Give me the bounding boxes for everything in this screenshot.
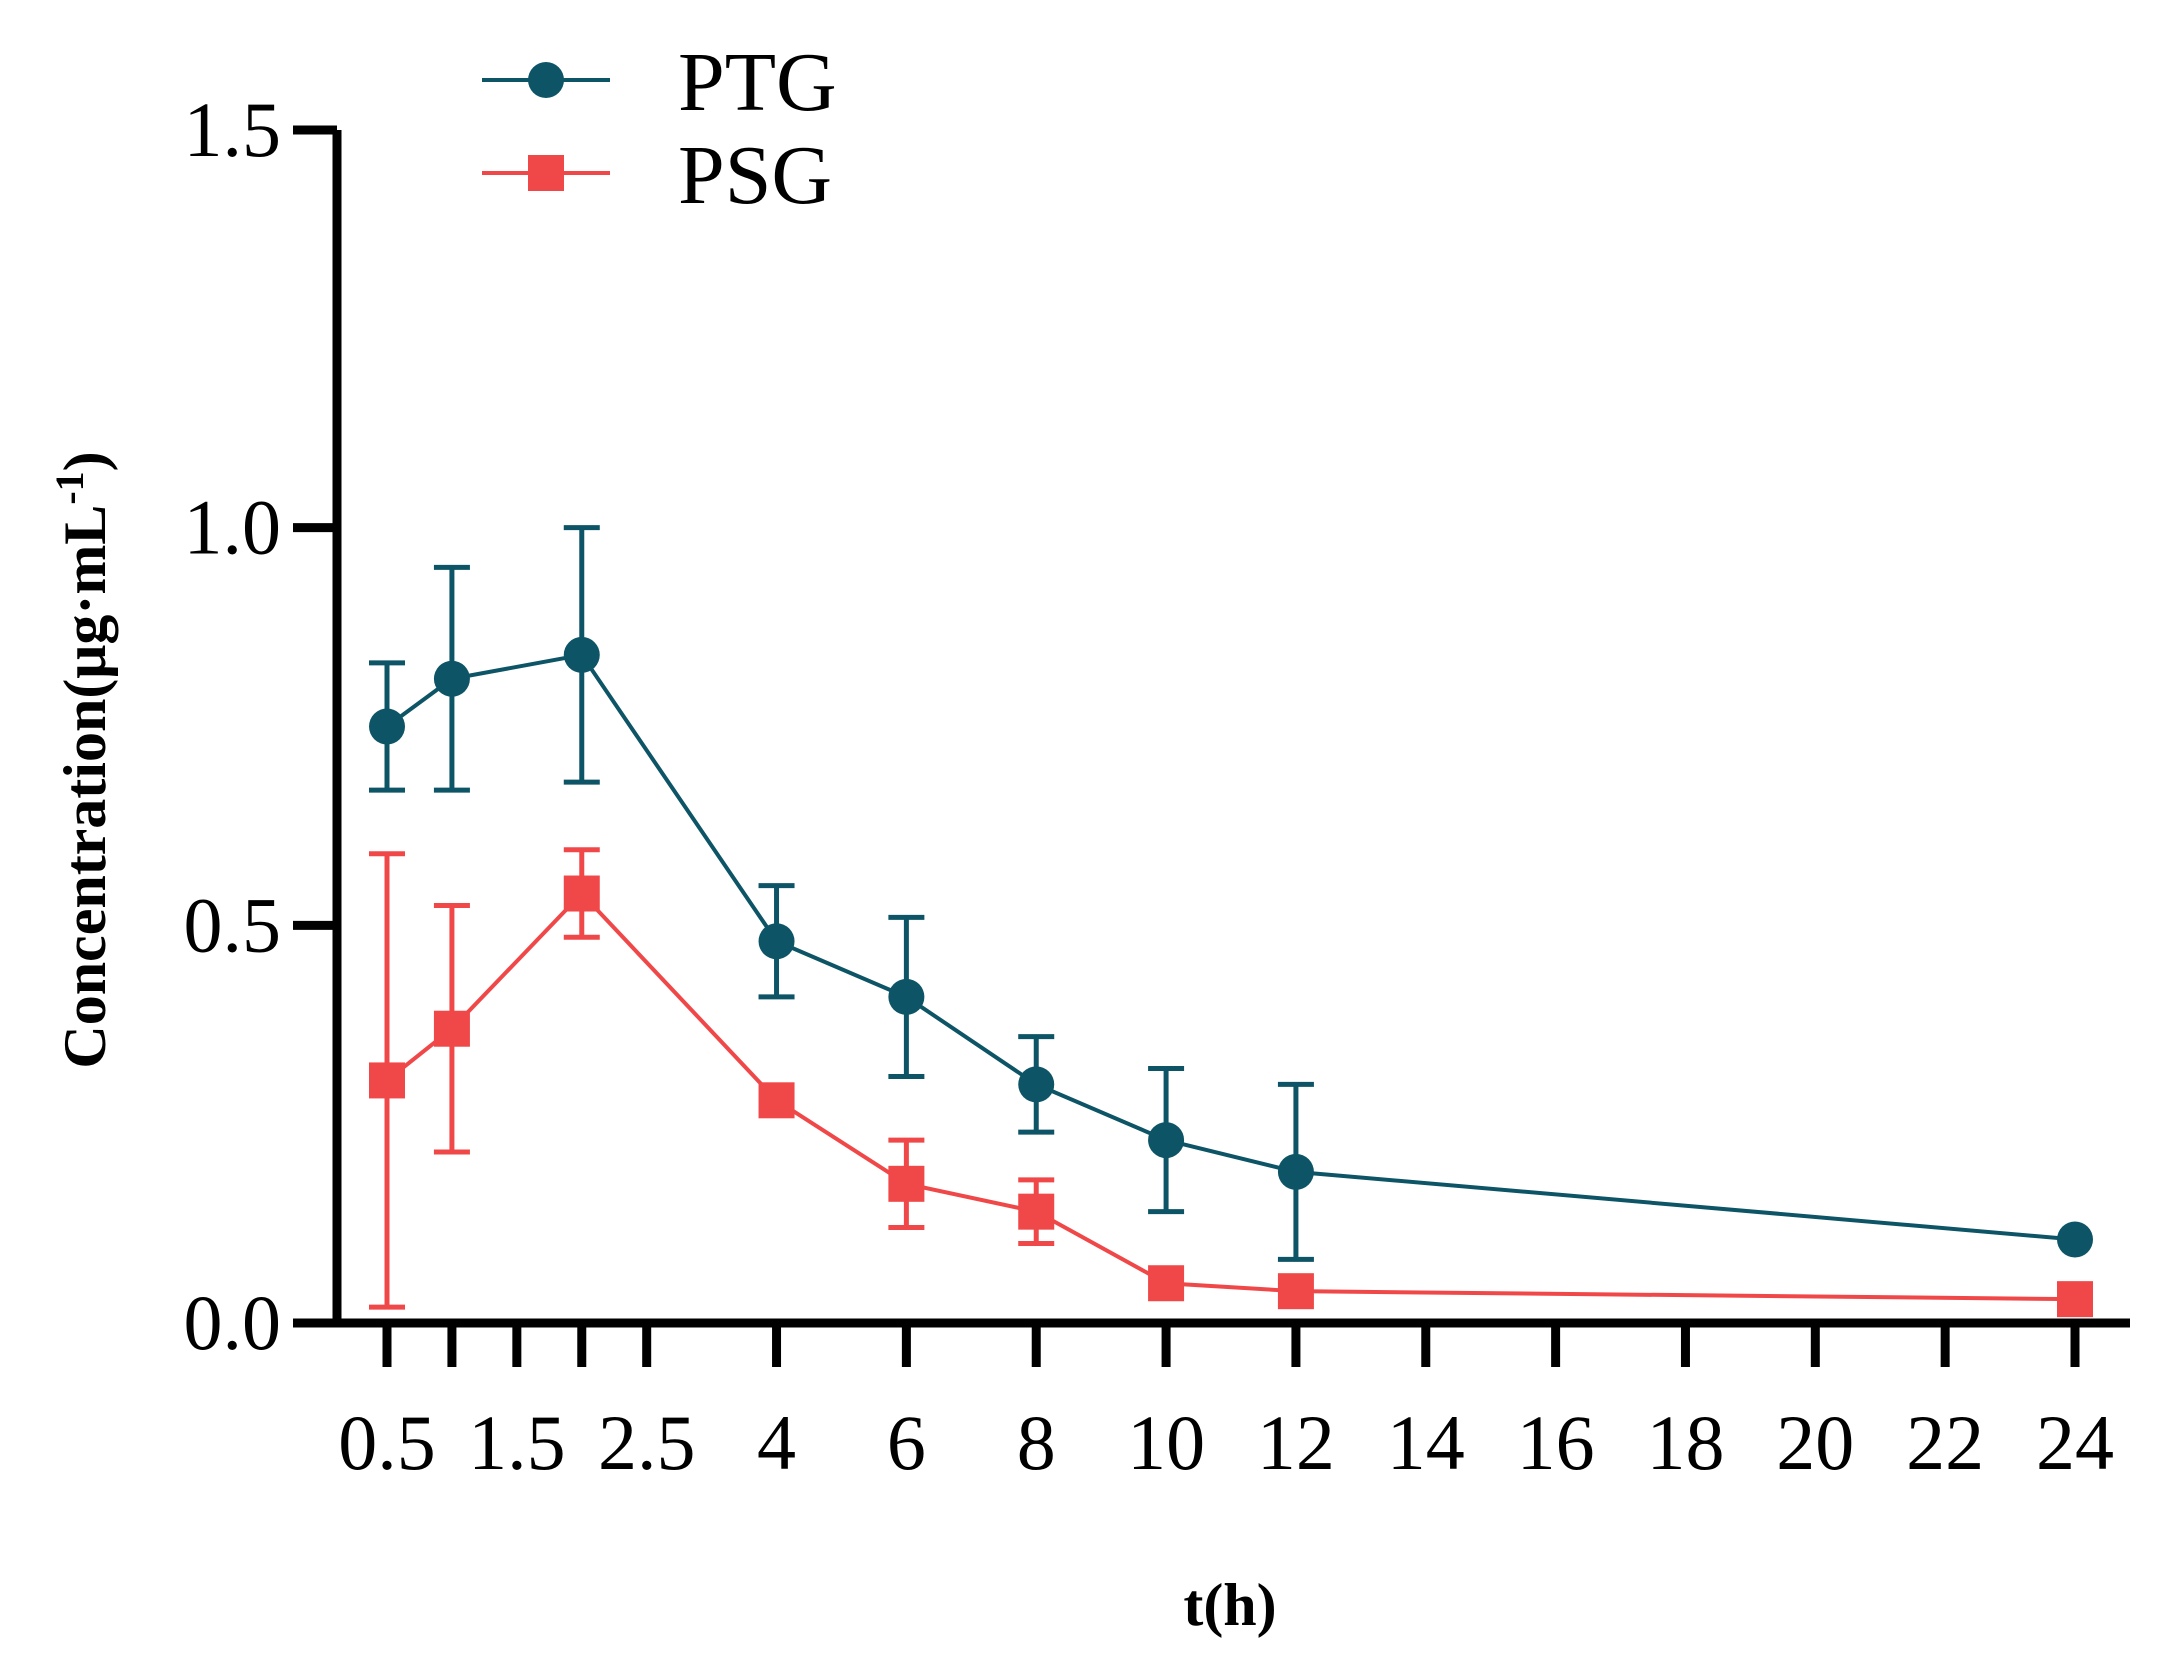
y-axis-title-main: Concentration(μg·mL: [52, 505, 118, 1069]
x-tick-label: 1.5: [468, 1399, 566, 1486]
data-point-psg: [433, 1010, 470, 1047]
data-point-ptg: [2057, 1221, 2093, 1258]
data-point-psg: [369, 1062, 405, 1099]
data-point-psg: [758, 1082, 795, 1119]
data-point-psg: [888, 1165, 925, 1202]
y-axis-title-close: ): [52, 451, 118, 471]
axes: 0.0 0.5 1.0 1.5 0.5 1.5 2.5 4 6 8 10 12 14 16 18 20 22 24: [184, 86, 2130, 1486]
x-tick-label: 8: [1017, 1399, 1056, 1486]
series-layer: [369, 525, 2093, 1318]
x-tick-label: 16: [1517, 1399, 1595, 1486]
data-point-psg: [563, 875, 600, 912]
y-axis-title-group: Concentration(μg·mL-1): [47, 451, 119, 1068]
y-tick-label: 0.5: [184, 881, 282, 968]
x-tick-label: 6: [887, 1399, 926, 1486]
x-tick-label: 22: [1906, 1399, 1984, 1486]
y-tick-label: 0.0: [184, 1279, 282, 1366]
data-point-ptg: [1277, 1153, 1314, 1190]
x-axis-title: t(h): [1183, 1572, 1276, 1638]
x-tick-label: 0.5: [338, 1399, 436, 1486]
y-tick-label: 1.0: [184, 484, 282, 571]
x-tick-label: 4: [757, 1399, 796, 1486]
data-point-ptg: [888, 978, 925, 1015]
x-tick-label: 10: [1127, 1399, 1205, 1486]
series-psg: [369, 847, 2093, 1318]
data-point-psg: [1148, 1265, 1185, 1302]
legend-item-psg: PSG: [482, 129, 832, 222]
series-ptg: [369, 525, 2093, 1262]
legend-marker-ptg: [528, 62, 564, 98]
y-tick-label: 1.5: [184, 86, 282, 173]
legend-label-psg: PSG: [678, 129, 832, 222]
series-line-ptg: [385, 652, 2076, 1242]
data-point-ptg: [433, 660, 470, 697]
x-tick-label: 18: [1646, 1399, 1724, 1486]
x-tick-label: 24: [2036, 1399, 2114, 1486]
legend-marker-psg: [528, 155, 564, 191]
x-tick-label: 2.5: [598, 1399, 696, 1486]
legend-label-ptg: PTG: [678, 36, 837, 129]
data-point-psg: [2057, 1281, 2093, 1318]
data-point-psg: [1277, 1273, 1314, 1310]
x-tick-label: 12: [1257, 1399, 1335, 1486]
data-point-ptg: [1018, 1066, 1055, 1103]
x-tick-label: 14: [1387, 1399, 1465, 1486]
data-point-ptg: [369, 708, 405, 745]
x-tick-label: 20: [1776, 1399, 1854, 1486]
data-point-ptg: [1148, 1122, 1185, 1159]
data-point-psg: [1018, 1193, 1055, 1230]
legend-item-ptg: PTG: [482, 36, 837, 129]
y-axis-title-superscript: -1: [47, 471, 92, 504]
y-axis-title: Concentration(μg·mL-1): [47, 451, 119, 1068]
series-line-psg: [385, 890, 2076, 1302]
data-point-ptg: [563, 636, 600, 673]
data-point-ptg: [758, 923, 795, 960]
